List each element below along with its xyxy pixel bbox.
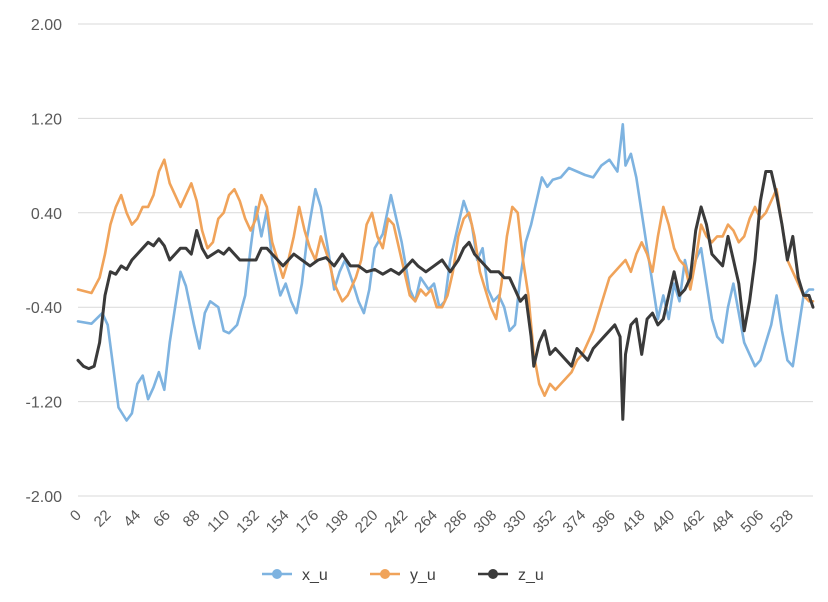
x-tick-label: 462	[678, 507, 708, 537]
x-tick-label: 396	[589, 507, 619, 537]
series-line-y-u	[76, 158, 815, 397]
legend-marker	[488, 569, 498, 579]
x-tick-label: 66	[150, 507, 174, 531]
x-tick-label: 198	[322, 507, 352, 537]
y-tick-label: 1.20	[31, 111, 62, 128]
x-tick-label: 440	[649, 507, 679, 537]
x-tick-label: 264	[411, 507, 441, 537]
legend-marker	[272, 569, 282, 579]
legend-marker	[380, 569, 390, 579]
x-tick-label: 352	[530, 507, 560, 537]
series-lines	[76, 123, 815, 422]
x-tick-label: 286	[441, 507, 471, 537]
x-tick-label: 330	[500, 507, 530, 537]
x-tick-label: 176	[292, 507, 322, 537]
x-tick-label: 88	[180, 507, 204, 531]
y-tick-label: 0.40	[31, 206, 62, 223]
y-tick-label: -2.00	[26, 489, 63, 506]
x-tick-label: 22	[91, 507, 115, 531]
legend-label-z-u: z_u	[518, 567, 544, 584]
series-line-x-u	[76, 123, 815, 422]
x-tick-label: 374	[559, 507, 589, 537]
x-tick-label: 132	[233, 507, 263, 537]
y-axis-ticks: 2.00 1.20 0.40 -0.40 -1.20 -2.00	[26, 17, 63, 506]
legend: x_u y_u z_u	[262, 567, 544, 584]
x-axis-ticks: 0 22 44 66 88 110 132 154 176 198 220 242 264 286 308 3…	[67, 507, 797, 537]
x-tick-label: 0	[67, 507, 85, 525]
x-tick-label: 528	[767, 507, 797, 537]
x-tick-label: 506	[738, 507, 768, 537]
legend-label-x-u: x_u	[302, 567, 328, 584]
grid-lines	[78, 23, 813, 497]
series-line-z-u	[76, 170, 815, 421]
y-tick-label: -1.20	[26, 395, 63, 412]
y-tick-label: 2.00	[31, 17, 62, 34]
x-tick-label: 154	[263, 507, 293, 537]
x-tick-label: 44	[120, 507, 144, 531]
y-tick-label: -0.40	[26, 300, 63, 317]
x-tick-label: 242	[381, 507, 411, 537]
x-tick-label: 308	[470, 507, 500, 537]
x-tick-label: 484	[708, 507, 738, 537]
legend-label-y-u: y_u	[410, 567, 436, 584]
x-tick-label: 110	[204, 507, 233, 536]
x-tick-label: 418	[619, 507, 649, 537]
x-tick-label: 220	[352, 507, 382, 537]
